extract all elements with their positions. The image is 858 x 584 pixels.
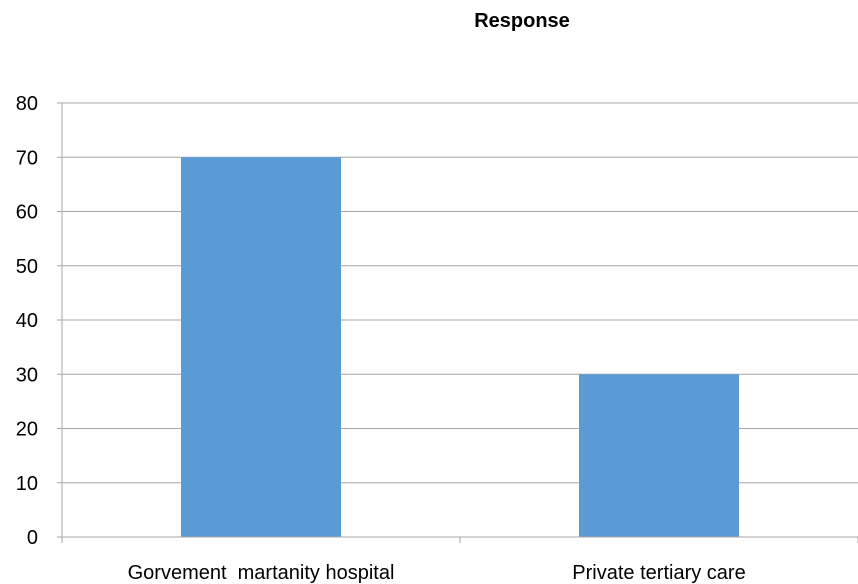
y-tick-label: 60 <box>16 202 38 224</box>
y-tick-label: 20 <box>16 419 38 441</box>
y-tick-label: 0 <box>27 527 38 549</box>
axes <box>57 102 858 543</box>
y-tick-label: 80 <box>16 93 38 115</box>
y-tick-label: 50 <box>16 256 38 278</box>
x-category-label: Gorvement martanity hospital <box>128 562 395 584</box>
bars <box>181 157 739 537</box>
y-tick-labels: 0 10 20 30 40 50 60 70 80 <box>16 93 38 549</box>
y-tick-label: 10 <box>16 473 38 495</box>
bar <box>181 157 341 537</box>
bar <box>579 374 739 537</box>
y-tick-label: 70 <box>16 147 38 169</box>
y-tick-label: 40 <box>16 310 38 332</box>
chart-title: Response <box>474 10 570 32</box>
y-tick-label: 30 <box>16 364 38 386</box>
x-category-label: Private tertiary care <box>572 562 745 584</box>
x-category-labels: Gorvement martanity hospital Private tert… <box>128 562 746 584</box>
